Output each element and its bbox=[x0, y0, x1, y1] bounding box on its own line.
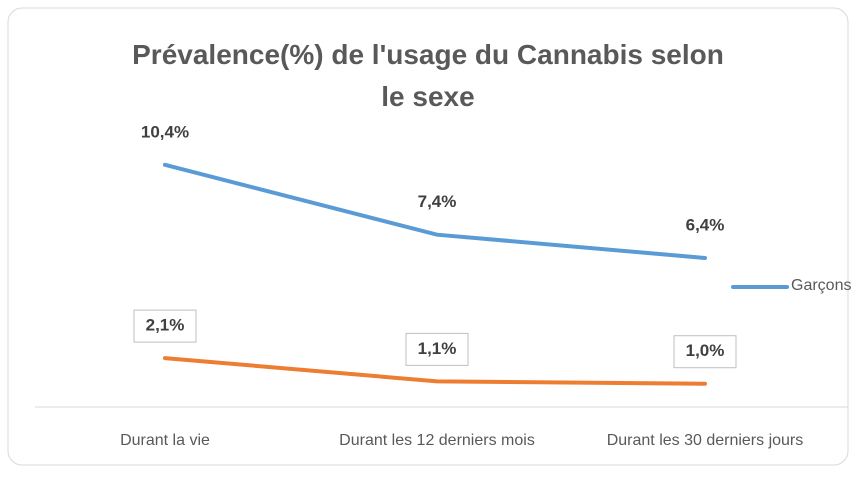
data-label-box bbox=[133, 309, 197, 343]
line-series bbox=[163, 356, 707, 386]
chart-border bbox=[7, 7, 849, 466]
data-label-box bbox=[405, 332, 469, 366]
x-tick-label: Durant la vie bbox=[120, 432, 210, 449]
x-tick-label: Durant les 30 derniers jours bbox=[607, 432, 804, 449]
data-label: 2,1% bbox=[146, 316, 185, 335]
data-label: 1,1% bbox=[418, 339, 457, 358]
line-series bbox=[163, 162, 707, 260]
legend-label: Garçons bbox=[791, 277, 852, 294]
data-label: 6,4% bbox=[686, 215, 725, 234]
data-label-box bbox=[673, 335, 737, 369]
data-label: 10,4% bbox=[141, 122, 189, 141]
data-label: 7,4% bbox=[418, 192, 457, 211]
x-tick-label: Durant les 12 derniers mois bbox=[339, 432, 535, 449]
chart-title: Prévalence(%) de l'usage du Cannabis sel… bbox=[132, 39, 724, 112]
data-label: 1,0% bbox=[686, 341, 725, 360]
